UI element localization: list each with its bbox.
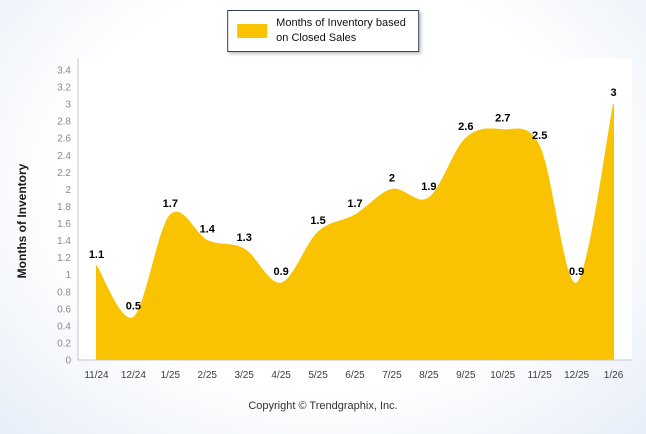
x-tick-label: 9/25 <box>456 370 476 381</box>
x-tick-label: 11/24 <box>84 370 109 381</box>
x-tick-label: 2/25 <box>198 370 218 381</box>
x-tick-label: 10/25 <box>490 370 515 381</box>
data-label: 1.4 <box>200 224 216 236</box>
chart-area: 0 0.2 0.4 0.6 0.8 1 1.2 1.4 1.6 1.8 2 2.2 2.4 2.6 2.8 3… <box>0 55 646 400</box>
data-label: 3 <box>610 87 616 99</box>
x-tick-label: 12/24 <box>121 370 146 381</box>
data-label: 1.9 <box>421 181 436 193</box>
y-tick-label: 3 <box>65 100 71 111</box>
data-label: 2.7 <box>495 113 510 125</box>
data-label: 1.7 <box>163 198 178 210</box>
x-tick-label: 4/25 <box>271 370 291 381</box>
x-tick-label: 1/25 <box>161 370 181 381</box>
data-label: 0.9 <box>273 266 288 278</box>
y-tick-label: 2 <box>65 185 71 196</box>
data-label: 1.5 <box>310 215 325 227</box>
data-label: 0.5 <box>126 300 141 312</box>
x-tick-label: 11/25 <box>528 370 553 381</box>
y-tick-label: 3.2 <box>57 83 71 94</box>
chart-legend: Months of Inventory based on Closed Sale… <box>227 10 419 52</box>
x-tick-label: 12/25 <box>564 370 589 381</box>
y-tick-label: 0.2 <box>57 338 71 349</box>
y-tick-label: 0.4 <box>57 321 71 332</box>
data-label: 2 <box>389 172 395 184</box>
x-tick-label: 7/25 <box>382 370 402 381</box>
y-tick-label: 2.6 <box>57 134 71 145</box>
y-tick-label: 2.8 <box>57 117 71 128</box>
data-label: 1.3 <box>237 232 252 244</box>
y-tick-label: 3.4 <box>57 66 71 77</box>
y-tick-label: 0.6 <box>57 304 71 315</box>
area-series <box>96 104 614 361</box>
y-tick-label: 1.4 <box>57 236 71 247</box>
y-tick-label: 1.6 <box>57 219 71 230</box>
x-tick-label: 8/25 <box>419 370 439 381</box>
x-tick-label: 1/26 <box>604 370 624 381</box>
x-tick-label: 6/25 <box>345 370 365 381</box>
x-tick-label: 5/25 <box>308 370 328 381</box>
y-tick-label: 2.4 <box>57 151 71 162</box>
y-tick-label: 1 <box>65 270 71 281</box>
legend-label-line1: Months of Inventory based <box>276 17 406 29</box>
legend-label: Months of Inventory based on Closed Sale… <box>276 16 406 46</box>
inventory-area-chart: 0 0.2 0.4 0.6 0.8 1 1.2 1.4 1.6 1.8 2 2.2 2.4 2.6 2.8 3… <box>57 58 632 381</box>
data-label: 0.9 <box>569 266 584 278</box>
y-tick-label: 0 <box>65 356 71 367</box>
data-label: 2.6 <box>458 121 473 133</box>
y-tick-label: 2.2 <box>57 168 71 179</box>
y-tick-label: 1.8 <box>57 202 71 213</box>
data-label: 1.7 <box>347 198 362 210</box>
data-label: 2.5 <box>532 130 547 142</box>
data-label: 1.1 <box>89 249 104 261</box>
x-tick-label: 3/25 <box>234 370 254 381</box>
legend-swatch-icon <box>237 23 268 38</box>
copyright-footer: Copyright © Trendgraphix, Inc. <box>248 400 398 412</box>
y-tick-label: 0.8 <box>57 287 71 298</box>
legend-label-line2: on Closed Sales <box>276 31 357 44</box>
y-tick-label: 1.2 <box>57 253 71 264</box>
